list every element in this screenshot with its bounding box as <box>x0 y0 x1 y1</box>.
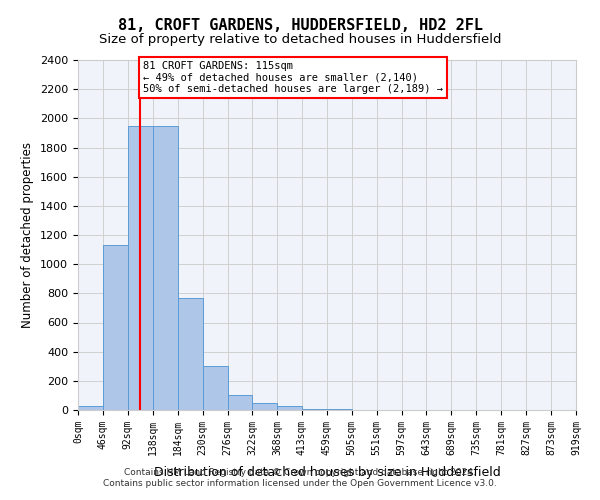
Bar <box>302 408 327 410</box>
Bar <box>128 126 153 410</box>
Bar <box>203 366 227 410</box>
Bar <box>253 402 277 410</box>
Text: 81, CROFT GARDENS, HUDDERSFIELD, HD2 2FL: 81, CROFT GARDENS, HUDDERSFIELD, HD2 2FL <box>118 18 482 32</box>
Bar <box>153 126 178 410</box>
Bar <box>178 298 203 410</box>
Text: 81 CROFT GARDENS: 115sqm
← 49% of detached houses are smaller (2,140)
50% of sem: 81 CROFT GARDENS: 115sqm ← 49% of detach… <box>143 61 443 94</box>
Bar <box>103 245 128 410</box>
Text: Size of property relative to detached houses in Huddersfield: Size of property relative to detached ho… <box>99 32 501 46</box>
Text: Contains HM Land Registry data © Crown copyright and database right 2024.
Contai: Contains HM Land Registry data © Crown c… <box>103 468 497 487</box>
Y-axis label: Number of detached properties: Number of detached properties <box>22 142 34 328</box>
Bar <box>78 406 103 410</box>
X-axis label: Distribution of detached houses by size in Huddersfield: Distribution of detached houses by size … <box>154 466 500 479</box>
Bar <box>227 396 253 410</box>
Bar <box>277 406 302 410</box>
